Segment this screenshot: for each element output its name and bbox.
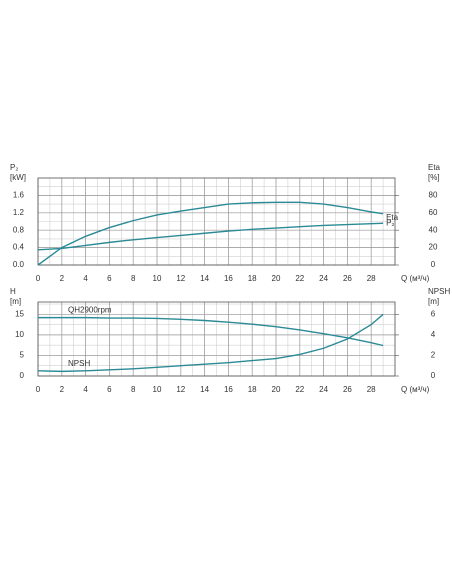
y-tick-label: 1.6 [13, 191, 25, 200]
x-tick-label: 20 [272, 385, 281, 394]
y2-axis-title: NPSH [428, 287, 450, 296]
y2-tick-label: 2 [431, 351, 436, 360]
y-tick-label: 5 [20, 351, 25, 360]
y-tick-label: 0.8 [13, 225, 25, 234]
x-tick-label: 28 [367, 274, 376, 283]
x-tick-label: 10 [153, 385, 162, 394]
y2-tick-label: 6 [431, 309, 436, 318]
x-tick-label: 12 [176, 385, 185, 394]
x-axis-title: Q (м³/ч) [401, 385, 430, 394]
x-tick-label: 8 [131, 385, 136, 394]
y-axis-unit: [kW] [10, 173, 26, 182]
y2-tick-label: 0 [431, 260, 436, 269]
x-tick-label: 22 [295, 274, 304, 283]
y-axis-unit: [m] [10, 297, 21, 306]
x-axis-title: Q (м³/ч) [401, 274, 430, 283]
x-tick-label: 28 [367, 385, 376, 394]
y-tick-label: 15 [15, 309, 24, 318]
x-tick-label: 12 [176, 274, 185, 283]
y2-tick-label: 40 [429, 225, 438, 234]
y2-tick-label: 0 [431, 371, 436, 380]
x-tick-label: 0 [36, 274, 41, 283]
x-tick-label: 20 [272, 274, 281, 283]
curve-label: NPSH [68, 359, 90, 368]
y2-tick-label: 80 [429, 191, 438, 200]
x-tick-label: 0 [36, 385, 41, 394]
x-tick-label: 4 [83, 274, 88, 283]
x-tick-label: 4 [83, 385, 88, 394]
plot-frame [37, 301, 396, 377]
x-tick-label: 2 [60, 385, 65, 394]
y2-axis-title: Eta [428, 163, 441, 172]
y-tick-label: 0.0 [13, 260, 25, 269]
x-tick-label: 6 [107, 385, 112, 394]
x-tick-label: 14 [200, 274, 209, 283]
curve [38, 316, 384, 347]
y-tick-label: 10 [15, 330, 24, 339]
x-tick-label: 14 [200, 385, 209, 394]
curve [37, 222, 384, 251]
y2-axis-unit: [m] [428, 297, 439, 306]
x-tick-label: 6 [107, 274, 112, 283]
y-tick-label: 1.2 [13, 208, 25, 217]
x-tick-label: 26 [343, 274, 352, 283]
x-tick-label: 24 [319, 274, 328, 283]
y-axis-title: P₂ [10, 163, 18, 172]
curve [37, 313, 384, 373]
y2-tick-label: 4 [431, 330, 436, 339]
curve [37, 201, 384, 266]
x-tick-label: 16 [224, 385, 233, 394]
y-axis-title: H [10, 287, 16, 296]
curve-label: QH2900rpm [68, 306, 112, 315]
curve-label: Eta [386, 213, 399, 222]
y-tick-label: 0.4 [13, 243, 25, 252]
y2-axis-unit: [%] [428, 173, 440, 182]
x-tick-label: 10 [153, 274, 162, 283]
x-tick-label: 22 [295, 385, 304, 394]
plot-frame [37, 177, 396, 266]
y2-tick-label: 60 [429, 208, 438, 217]
x-tick-label: 26 [343, 385, 352, 394]
x-tick-label: 18 [248, 385, 257, 394]
x-tick-label: 24 [319, 385, 328, 394]
x-tick-label: 2 [60, 274, 65, 283]
curve-label: P₂ [386, 218, 394, 227]
x-tick-label: 16 [224, 274, 233, 283]
y-tick-label: 0 [20, 371, 25, 380]
x-tick-label: 18 [248, 274, 257, 283]
y2-tick-label: 20 [429, 243, 438, 252]
x-tick-label: 8 [131, 274, 136, 283]
